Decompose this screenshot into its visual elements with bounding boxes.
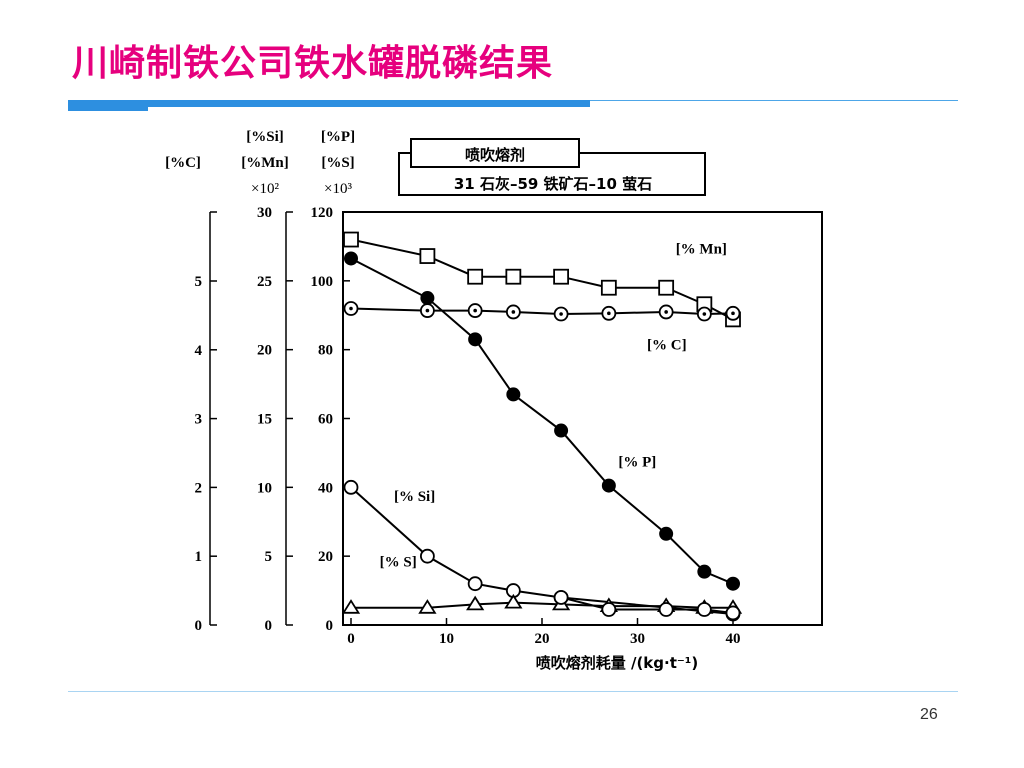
- series-point-si: [467, 576, 483, 592]
- x-tick-label: 0: [347, 631, 355, 647]
- series-point-mn: [467, 268, 484, 285]
- axis-header-unit-si: ×10²: [251, 181, 279, 197]
- series-point-si: [419, 548, 435, 564]
- axis-header-top-si: [%Si]: [246, 129, 284, 145]
- series-point-mn: [343, 231, 359, 248]
- x-tick-label: 10: [439, 631, 454, 647]
- axis-header-top-p: [%P]: [321, 129, 355, 145]
- series-line-p: [350, 257, 734, 585]
- y-tick-label-p: 40: [318, 480, 333, 496]
- series-point-p: [344, 251, 358, 266]
- series-point-s: [504, 593, 523, 609]
- axis-header-mid-si: [%Mn]: [241, 155, 289, 171]
- series-point-s: [466, 595, 485, 611]
- x-tick-label: 30: [630, 631, 645, 647]
- series-point-mn: [600, 279, 617, 296]
- series-line-si: [350, 486, 734, 615]
- y-tick-label-p: 120: [311, 205, 334, 221]
- series-point-mn: [505, 268, 522, 285]
- title-underline-accent: [68, 100, 590, 107]
- series-line-s: [351, 601, 733, 609]
- title-underline-tick: [68, 107, 148, 111]
- y-tick-label-si: 10: [257, 480, 272, 496]
- series-point-s: [418, 599, 437, 614]
- series-point-p: [601, 478, 616, 493]
- x-axis-label: 喷吹熔剂耗量 /(kg·t⁻¹): [536, 654, 698, 672]
- y-tick-label-p: 20: [318, 549, 333, 565]
- series-point-p: [554, 423, 569, 438]
- series-point-p: [420, 291, 435, 306]
- y-tick-label-p: 60: [318, 412, 333, 428]
- series-point-mn: [553, 268, 569, 285]
- series-point-s: [341, 599, 361, 614]
- y-tick-label-c: 3: [195, 412, 203, 428]
- series-point-c-center: [473, 308, 477, 313]
- inset-heading: 喷吹熔剂: [465, 146, 525, 164]
- y-tick-label-si: 5: [265, 549, 273, 565]
- series-point-c-center: [349, 306, 353, 311]
- series-label-mn: [% Mn]: [676, 241, 727, 257]
- series-point-c-center: [607, 311, 611, 316]
- series-label-c: [% C]: [647, 338, 687, 354]
- series-point-c-center: [702, 312, 707, 316]
- series-label-si: [% Si]: [394, 489, 435, 505]
- series-point-extra5: [696, 602, 712, 617]
- inset-composition: 31 石灰–59 铁矿石–10 萤石: [454, 175, 652, 193]
- series-label-p: [% P]: [618, 455, 656, 471]
- x-tick-label: 40: [726, 631, 741, 647]
- series-point-mn: [658, 279, 675, 296]
- y-tick-label-p: 0: [326, 618, 334, 634]
- series-point-p: [697, 564, 712, 579]
- series-point-extra5: [725, 605, 741, 621]
- y-tick-label-si: 25: [257, 274, 272, 290]
- series-point-p: [726, 576, 740, 591]
- series-point-mn: [419, 248, 436, 264]
- axis-header-mid-p: [%S]: [321, 155, 354, 171]
- series-point-si: [343, 479, 359, 495]
- series-point-extra5: [553, 590, 569, 605]
- y-tick-label-c: 0: [195, 618, 203, 634]
- series-point-extra5: [601, 602, 617, 617]
- series-point-c-center: [664, 310, 668, 314]
- y-tick-label-c: 5: [195, 274, 203, 290]
- series-point-extra5: [658, 602, 674, 617]
- axis-header-mid-c: [%C]: [165, 155, 201, 171]
- series-point-c-center: [511, 310, 516, 314]
- series-point-p: [468, 332, 483, 347]
- y-tick-label-si: 20: [257, 343, 272, 359]
- y-tick-label-si: 15: [257, 412, 272, 428]
- y-tick-label-c: 1: [195, 549, 203, 565]
- y-tick-label-p: 100: [311, 274, 334, 290]
- page-number: 26: [920, 706, 938, 723]
- series-point-p: [659, 526, 674, 541]
- y-tick-label-si: 30: [257, 205, 272, 221]
- x-tick-label: 20: [535, 631, 550, 647]
- axis-header-unit-p: ×10³: [324, 181, 352, 197]
- slide-title: 川崎制铁公司铁水罐脱磷结果: [72, 43, 554, 84]
- y-tick-label-si: 0: [265, 618, 273, 634]
- series-point-c-center: [425, 308, 430, 313]
- series-point-c-center: [731, 311, 735, 316]
- y-tick-label-c: 2: [195, 480, 203, 496]
- footer-rule: [68, 691, 958, 692]
- inset-heading-box: [410, 138, 580, 168]
- y-tick-label-p: 80: [318, 343, 333, 359]
- series-label-s: [% S]: [380, 554, 417, 570]
- y-tick-label-c: 4: [195, 343, 203, 359]
- series-line-c: [350, 307, 734, 316]
- series-point-c-center: [559, 312, 563, 316]
- series-point-p: [506, 387, 521, 402]
